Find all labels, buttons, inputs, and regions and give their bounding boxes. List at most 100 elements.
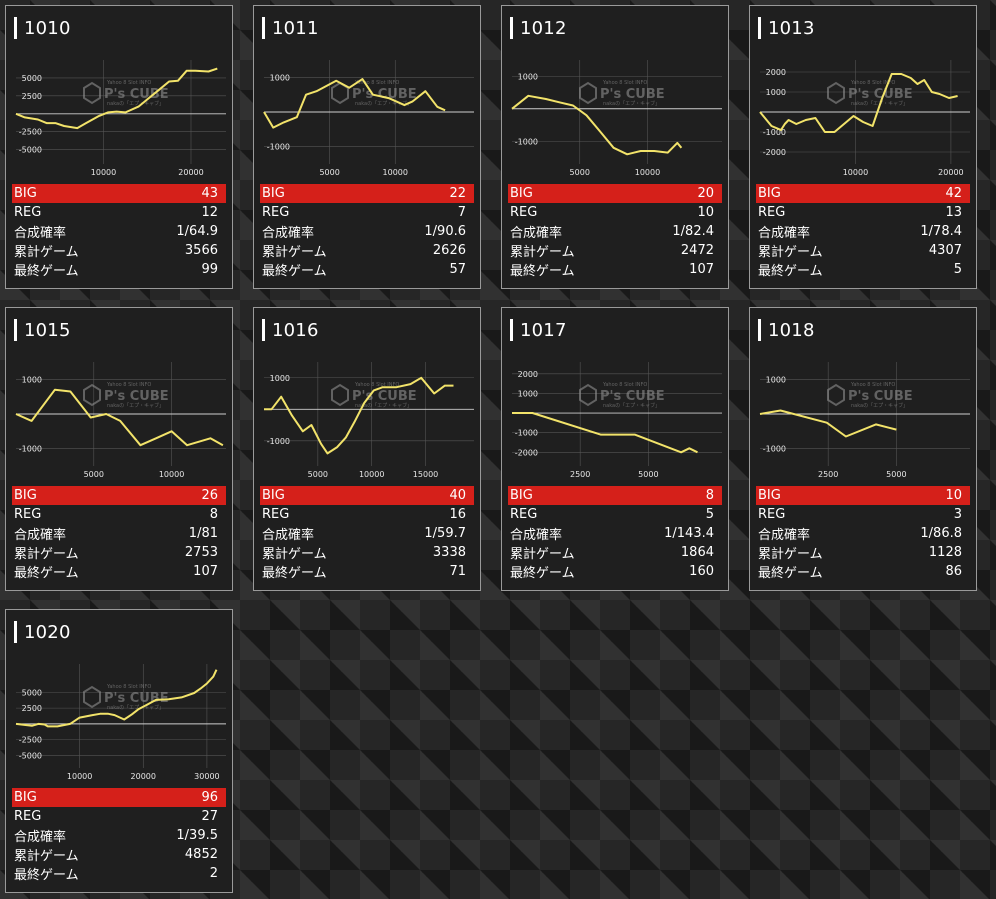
machine-number: 1011: [272, 17, 319, 39]
stat-label: 合成確率: [758, 528, 811, 543]
stat-label: BIG: [14, 186, 37, 201]
title-bar: [758, 17, 761, 39]
stat-label: 累計ゲーム: [14, 849, 79, 864]
stat-row-reg: REG 27: [12, 807, 226, 826]
stat-label: 合成確率: [262, 528, 315, 543]
stat-value: 43: [201, 186, 218, 201]
stat-value: 5: [953, 262, 962, 277]
machine-number: 1017: [520, 319, 567, 341]
machine-card-1012[interactable]: 1012 5000 10000 1000 -1000 Yahoo 8 Slot INFO P…: [501, 5, 729, 289]
stat-value: 4307: [928, 243, 962, 258]
machine-number: 1015: [24, 319, 71, 341]
x-tick-label: 10000: [67, 772, 92, 781]
watermark-brand: P's CUBE: [848, 389, 913, 404]
stat-row-total: 累計ゲーム 2472: [508, 241, 722, 260]
machine-card-1010[interactable]: 1010 10000 20000 5000 2500 -2500 -5000 Yahoo 8 …: [5, 5, 233, 289]
stat-label: BIG: [262, 186, 285, 201]
machine-card-1013[interactable]: 1013 10000 20000 2000 1000 -1000 -2000 Yahoo 8 …: [749, 5, 977, 289]
stats-table: BIG 26 REG 8 合成確率 1/81 累計ゲーム 2753 最終ゲーム 107: [12, 486, 226, 581]
watermark-brand: P's CUBE: [104, 691, 169, 706]
title-bar: [510, 319, 513, 341]
watermark-brand: P's CUBE: [848, 87, 913, 102]
stat-row-big: BIG 22: [260, 184, 474, 203]
watermark-top-text: Yahoo 8 Slot INFO: [106, 684, 151, 690]
card-title: 1020: [14, 620, 71, 644]
stat-label: 合成確率: [14, 528, 67, 543]
watermark-brand: P's CUBE: [104, 389, 169, 404]
x-tick-label: 5000: [886, 470, 906, 479]
stat-value: 16: [449, 507, 466, 522]
stat-row-last: 最終ゲーム 86: [756, 562, 970, 581]
machine-card-1020[interactable]: 1020 10000 20000 30000 5000 2500 -2500 -5000 Yah…: [5, 609, 233, 893]
machine-card-1016[interactable]: 1016 5000 10000 15000 1000 -1000 Yahoo 8 Slot …: [253, 307, 481, 591]
card-title: 1011: [262, 16, 319, 40]
y-tick-label: 2500: [22, 704, 42, 713]
y-tick-label: 1000: [270, 374, 290, 383]
stats-table: BIG 10 REG 3 合成確率 1/86.8 累計ゲーム 1128 最終ゲーム 86: [756, 486, 970, 581]
stat-label: 最終ゲーム: [14, 264, 79, 279]
y-tick-label: -1000: [267, 437, 290, 446]
y-tick-label: 1000: [766, 88, 786, 97]
stat-row-big: BIG 42: [756, 184, 970, 203]
card-title: 1018: [758, 318, 815, 342]
watermark-top-text: Yahoo 8 Slot INFO: [354, 80, 399, 86]
x-tick-label: 20000: [131, 772, 156, 781]
stat-value: 1/86.8: [920, 526, 962, 541]
stat-row-reg: REG 12: [12, 203, 226, 222]
stat-label: 最終ゲーム: [262, 566, 327, 581]
stat-row-reg: REG 16: [260, 505, 474, 524]
watermark-brand: P's CUBE: [104, 87, 169, 102]
stat-row-last: 最終ゲーム 57: [260, 260, 474, 279]
title-bar: [262, 17, 265, 39]
y-tick-label: -1000: [515, 137, 538, 146]
y-tick-label: 2000: [766, 68, 786, 77]
machine-card-1018[interactable]: 1018 2500 5000 1000 -1000 Yahoo 8 Slot INFO P'…: [749, 307, 977, 591]
y-tick-label: -1000: [267, 143, 290, 152]
machine-number: 1012: [520, 17, 567, 39]
slump-chart: 10000 20000 5000 2500 -2500 -5000 Yahoo 8 Slot…: [15, 60, 226, 177]
stat-value: 71: [449, 564, 466, 579]
y-tick-label: -2000: [515, 448, 538, 457]
watermark-bottom-text: nakaの「エプ・キャブ」: [107, 100, 164, 107]
slump-chart: 5000 10000 15000 1000 -1000 Yahoo 8 Slot INFO…: [264, 362, 474, 479]
machine-card-1011[interactable]: 1011 5000 10000 1000 -1000 Yahoo 8 Slot INFO P…: [253, 5, 481, 289]
stat-value: 8: [209, 507, 218, 522]
machine-number: 1020: [24, 621, 71, 643]
y-tick-label: 5000: [22, 688, 42, 697]
machine-card-1015[interactable]: 1015 5000 10000 1000 -1000 Yahoo 8 Slot INFO P…: [5, 307, 233, 591]
stat-value: 2753: [184, 545, 218, 560]
title-bar: [262, 319, 265, 341]
stat-row-big: BIG 20: [508, 184, 722, 203]
stat-label: REG: [758, 507, 786, 522]
stat-value: 20: [697, 186, 714, 201]
stat-row-last: 最終ゲーム 71: [260, 562, 474, 581]
x-tick-label: 2500: [570, 470, 590, 479]
stat-row-last: 最終ゲーム 107: [12, 562, 226, 581]
stat-value: 13: [945, 205, 962, 220]
stat-value: 1/78.4: [920, 224, 962, 239]
x-tick-label: 20000: [178, 168, 203, 177]
stats-table: BIG 96 REG 27 合成確率 1/39.5 累計ゲーム 4852 最終ゲーム 2: [12, 788, 226, 883]
stat-row-reg: REG 13: [756, 203, 970, 222]
stat-value: 1/90.6: [424, 224, 466, 239]
x-tick-label: 10000: [359, 470, 384, 479]
stat-value: 1864: [680, 545, 714, 560]
title-bar: [758, 319, 761, 341]
stat-row-prob: 合成確率 1/81: [12, 524, 226, 543]
stat-value: 1/143.4: [664, 526, 714, 541]
y-tick-label: -2000: [763, 148, 786, 157]
stats-table: BIG 43 REG 12 合成確率 1/64.9 累計ゲーム 3566 最終ゲーム 99: [12, 184, 226, 279]
machine-card-1017[interactable]: 1017 2500 5000 2000 1000 -1000 -2000 Yahoo 8 Sl…: [501, 307, 729, 591]
y-tick-label: 2000: [518, 370, 538, 379]
stat-row-total: 累計ゲーム 3566: [12, 241, 226, 260]
stat-value: 3: [953, 507, 962, 522]
title-bar: [510, 17, 513, 39]
stat-label: BIG: [14, 488, 37, 503]
x-tick-label: 2500: [818, 470, 838, 479]
stat-label: BIG: [758, 186, 781, 201]
